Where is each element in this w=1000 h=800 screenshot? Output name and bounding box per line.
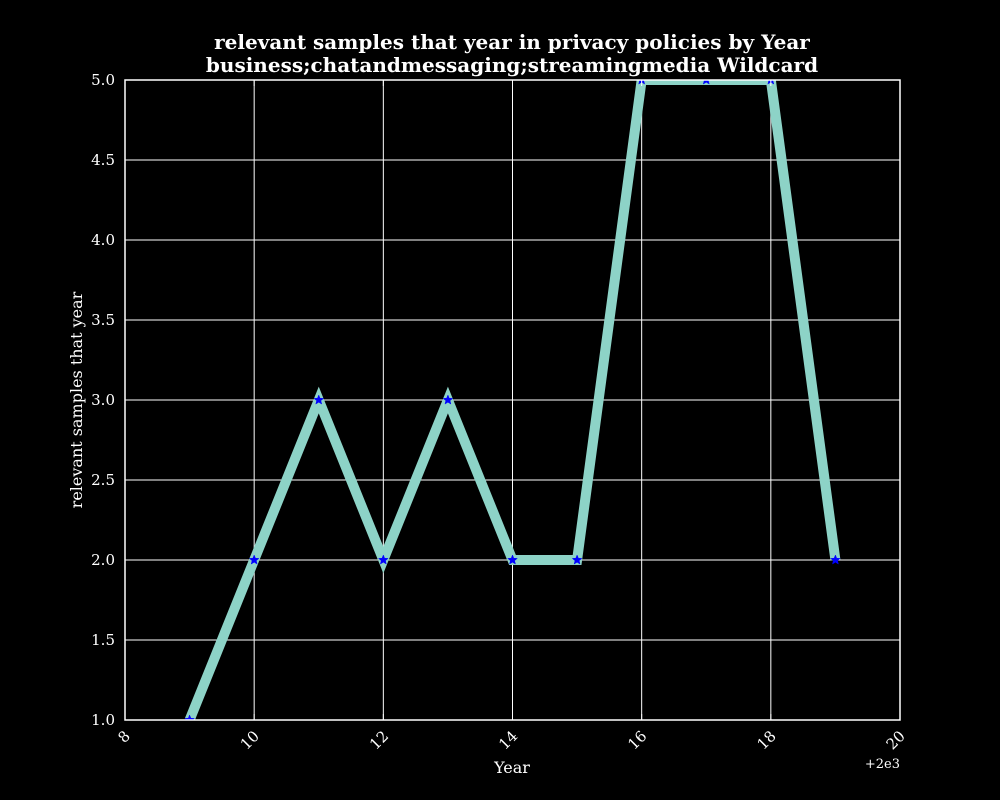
data-point-star [830,554,841,565]
y-tick-label: 4.0 [91,231,115,249]
y-tick-label: 4.5 [91,151,115,169]
x-axis-label: Year [493,758,530,777]
data-point-star [507,554,518,565]
data-point-star [184,714,195,720]
data-point-star [313,394,325,405]
y-tick-label: 1.5 [91,631,115,649]
data-point-star [571,554,583,565]
y-tick-label: 5.0 [91,71,115,89]
y-tick-label: 1.0 [91,711,115,729]
chart-title: relevant samples that year in privacy po… [214,30,810,54]
data-point-star [248,554,260,565]
y-axis-label: relevant samples that year [67,291,86,508]
y-tick-label: 2.0 [91,551,115,569]
data-point-star [377,554,389,565]
data-series [184,80,841,720]
data-point-star [702,80,710,85]
chart-subtitle: business;chatandmessaging;streamingmedia… [206,53,818,77]
y-tick-label: 3.5 [91,311,115,329]
y-tick-label: 2.5 [91,471,115,489]
x-offset-label: +2e3 [865,757,900,772]
y-tick-label: 3.0 [91,391,115,409]
data-point-star [442,394,454,405]
